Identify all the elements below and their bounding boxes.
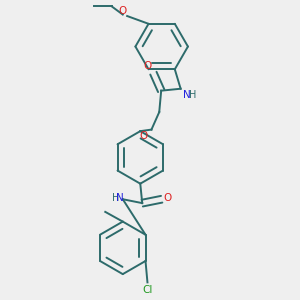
Text: N: N	[116, 193, 123, 203]
Text: H: H	[189, 90, 196, 100]
Text: O: O	[164, 193, 172, 203]
Text: Cl: Cl	[142, 285, 153, 295]
Text: N: N	[183, 90, 191, 100]
Text: H: H	[112, 193, 120, 203]
Text: O: O	[118, 5, 126, 16]
Text: O: O	[139, 130, 148, 141]
Text: O: O	[143, 61, 152, 71]
